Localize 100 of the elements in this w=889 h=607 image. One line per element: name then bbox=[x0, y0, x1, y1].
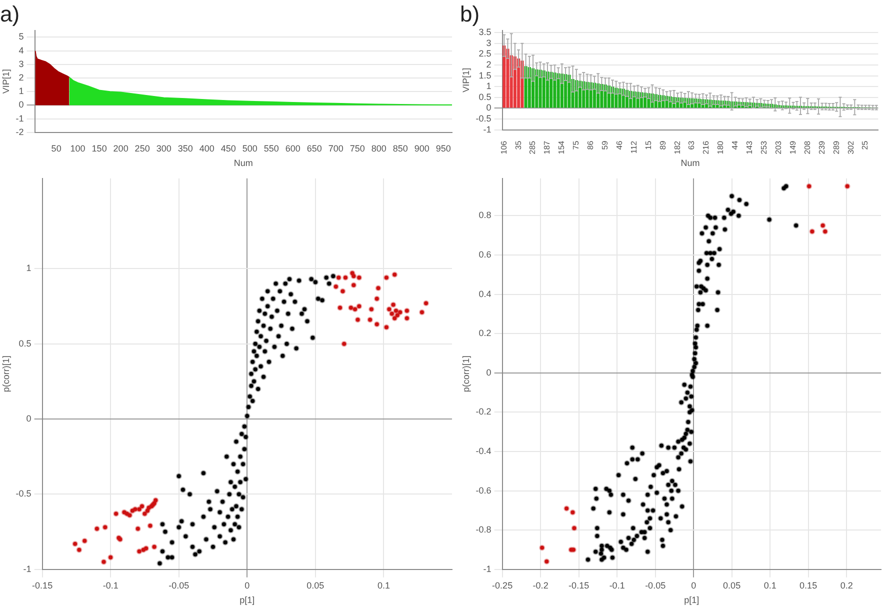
y-tick-label: -0.6 bbox=[476, 485, 492, 496]
y-tick-label: -0.2 bbox=[476, 406, 492, 417]
x-axis-title: p[1] bbox=[684, 595, 700, 606]
x-tick-label: 100 bbox=[70, 143, 86, 154]
y-tick-label: 3 bbox=[18, 58, 24, 69]
chart-title: a) bbox=[0, 1, 20, 26]
x-tick-label: 143 bbox=[745, 140, 754, 154]
x-axis-title: Num bbox=[234, 158, 253, 168]
x-tick-label: 150 bbox=[92, 143, 107, 154]
x-tick-label: 44 bbox=[730, 140, 740, 150]
x-tick-label: 0.1 bbox=[377, 580, 390, 590]
x-tick-label: 25 bbox=[860, 140, 870, 150]
y-axis-title: p(corr)[1] bbox=[0, 356, 11, 392]
x-tick-label: 250 bbox=[134, 143, 150, 154]
x-tick-label: 15 bbox=[644, 140, 653, 150]
x-tick-label: 89 bbox=[658, 140, 668, 150]
y-tick-label: 0 bbox=[486, 367, 492, 378]
y-tick-label: 0 bbox=[18, 100, 24, 110]
y-tick-label: 1 bbox=[18, 86, 24, 96]
x-tick-label: 59 bbox=[600, 140, 610, 150]
x-tick-label: -0.25 bbox=[492, 580, 513, 590]
x-tick-label: 0 bbox=[691, 580, 696, 590]
y-tick-label: 1.5 bbox=[478, 70, 492, 80]
x-tick-label: 700 bbox=[328, 143, 344, 154]
x-tick-label: 285 bbox=[528, 140, 538, 154]
y-tick-label: 0 bbox=[26, 414, 32, 424]
y-tick-label: -2 bbox=[16, 126, 24, 137]
x-tick-label: -0.15 bbox=[568, 580, 590, 590]
x-tick-label: 106 bbox=[499, 140, 508, 154]
y-tick-label: 0.4 bbox=[478, 288, 492, 299]
y-tick-label: 3 bbox=[486, 38, 492, 48]
chart-title: b) bbox=[460, 1, 480, 26]
y-axis-title: p(corr)[1] bbox=[460, 356, 471, 392]
x-tick-label: 300 bbox=[156, 143, 172, 154]
x-tick-label: 253 bbox=[760, 140, 769, 154]
x-tick-label: 35 bbox=[514, 140, 523, 150]
x-tick-label: 600 bbox=[285, 143, 300, 154]
x-tick-label: 302 bbox=[846, 140, 856, 154]
x-axis-title: p[1] bbox=[240, 595, 255, 606]
x-tick-label: 0.05 bbox=[723, 580, 741, 590]
y-tick-label: -0.5 bbox=[476, 114, 492, 124]
x-tick-label: 46 bbox=[614, 140, 624, 150]
x-tick-label: 50 bbox=[51, 143, 62, 154]
x-tick-label: 800 bbox=[371, 143, 386, 154]
y-tick-label: 1 bbox=[26, 263, 32, 274]
x-tick-label: -0.1 bbox=[102, 580, 118, 590]
y-tick-label: -0.8 bbox=[476, 524, 492, 535]
x-tick-label: 187 bbox=[542, 140, 552, 154]
y-tick-label: -0.5 bbox=[16, 488, 32, 499]
y-tick-label: 0.8 bbox=[478, 210, 492, 220]
x-tick-label: 400 bbox=[199, 143, 214, 154]
x-tick-label: 112 bbox=[629, 140, 638, 154]
x-tick-label: -0.05 bbox=[645, 580, 666, 590]
x-tick-label: 180 bbox=[716, 140, 726, 154]
x-tick-label: 900 bbox=[414, 143, 430, 154]
y-tick-label: 0.5 bbox=[478, 92, 492, 102]
x-tick-label: 154 bbox=[557, 140, 566, 154]
x-tick-label: 850 bbox=[392, 143, 408, 154]
x-tick-label: 550 bbox=[264, 143, 279, 154]
x-tick-label: 239 bbox=[817, 140, 826, 154]
x-tick-label: 350 bbox=[178, 143, 193, 154]
y-tick-label: -1 bbox=[483, 564, 492, 574]
x-tick-label: 208 bbox=[802, 140, 812, 154]
y-axis-title: VIP[1] bbox=[0, 69, 11, 94]
y-tick-label: 2 bbox=[18, 72, 24, 82]
x-tick-label: 63 bbox=[687, 140, 696, 150]
y-axis-title: VIP[1] bbox=[460, 68, 471, 92]
y-tick-label: -1 bbox=[23, 564, 32, 574]
x-tick-label: 289 bbox=[832, 140, 841, 154]
x-tick-label: 216 bbox=[702, 140, 711, 154]
x-tick-label: -0.05 bbox=[168, 580, 190, 590]
y-tick-label: -1 bbox=[16, 113, 24, 124]
x-tick-label: 75 bbox=[572, 140, 581, 150]
y-tick-label: 2 bbox=[486, 59, 492, 70]
y-tick-label: 4 bbox=[18, 45, 24, 56]
y-tick-label: -1 bbox=[483, 124, 492, 134]
x-tick-label: 950 bbox=[436, 143, 451, 154]
x-tick-label: 200 bbox=[113, 143, 128, 154]
y-tick-label: 0 bbox=[486, 102, 492, 113]
x-axis-title: Num bbox=[680, 158, 700, 168]
x-tick-label: 750 bbox=[350, 143, 365, 154]
x-tick-label: 650 bbox=[306, 143, 322, 154]
x-tick-label: -0.15 bbox=[32, 580, 53, 590]
x-tick-label: 0.05 bbox=[306, 580, 324, 590]
y-tick-label: -0.4 bbox=[476, 446, 492, 456]
y-tick-label: 1 bbox=[486, 81, 492, 92]
x-tick-label: 182 bbox=[672, 140, 682, 154]
x-tick-label: 450 bbox=[220, 143, 236, 154]
x-tick-label: 0.15 bbox=[800, 580, 818, 590]
x-tick-label: 149 bbox=[788, 140, 798, 154]
x-tick-label: 0.2 bbox=[840, 580, 853, 590]
y-tick-label: 3.5 bbox=[478, 27, 492, 38]
y-tick-label: 2.5 bbox=[478, 48, 492, 59]
x-tick-label: 0 bbox=[244, 580, 250, 590]
y-tick-label: 0.6 bbox=[478, 250, 492, 260]
x-tick-label: -0.1 bbox=[609, 580, 625, 590]
x-tick-label: 203 bbox=[774, 140, 783, 154]
x-tick-label: -0.2 bbox=[532, 580, 548, 590]
y-tick-label: 0.5 bbox=[18, 338, 32, 348]
x-tick-label: 500 bbox=[242, 143, 258, 154]
